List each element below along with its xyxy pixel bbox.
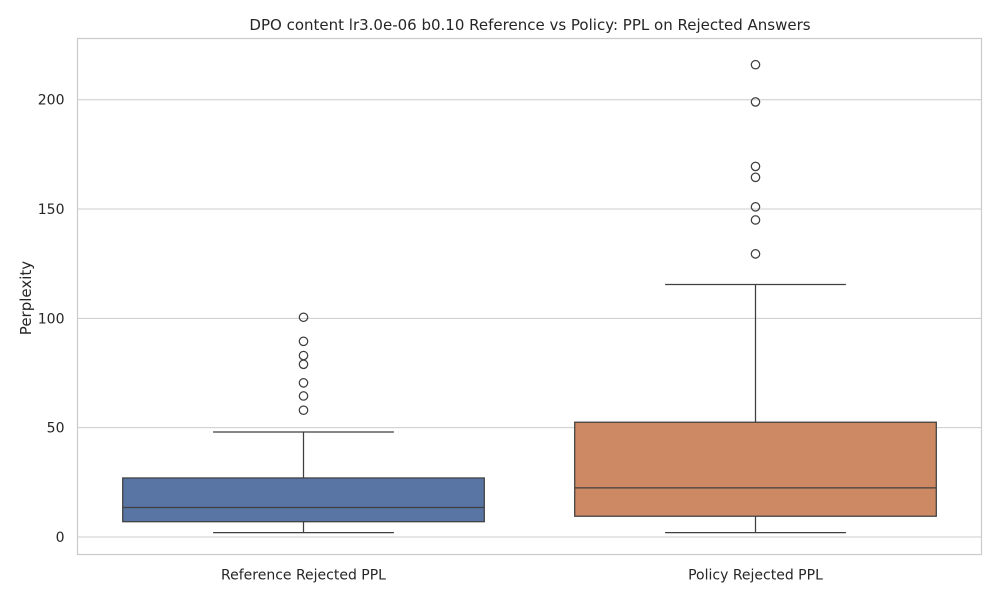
plot-frame bbox=[76, 37, 983, 556]
outlier-point bbox=[750, 97, 761, 107]
outlier-point bbox=[298, 378, 309, 388]
iqr-box bbox=[122, 477, 485, 523]
y-tick-label: 150 bbox=[38, 202, 65, 218]
box-group bbox=[574, 59, 937, 534]
outlier-point bbox=[750, 202, 761, 212]
x-tick-label: Policy Rejected PPL bbox=[688, 568, 823, 584]
boxes bbox=[122, 59, 937, 534]
outlier-point bbox=[298, 336, 309, 347]
y-tick-label: 50 bbox=[47, 421, 65, 437]
iqr-box bbox=[574, 421, 937, 517]
outlier-point bbox=[298, 405, 309, 416]
y-tick-label: 0 bbox=[56, 530, 65, 546]
y-axis-label: Perplexity bbox=[17, 261, 35, 335]
outlier-point bbox=[298, 359, 309, 370]
x-axis-ticks: Reference Rejected PPL Policy Rejected PP… bbox=[221, 568, 823, 584]
outlier-point bbox=[750, 59, 761, 70]
y-tick-label: 100 bbox=[38, 311, 65, 327]
outlier-point bbox=[298, 312, 309, 323]
y-axis-ticks: 0 50 100 150 200 bbox=[38, 93, 65, 546]
y-tick-label: 200 bbox=[38, 93, 65, 109]
outlier-point bbox=[750, 161, 761, 172]
outlier-point bbox=[298, 350, 309, 361]
outlier-point bbox=[750, 249, 761, 259]
outlier-point bbox=[750, 172, 761, 183]
outlier-point bbox=[750, 215, 761, 225]
box-group bbox=[122, 312, 485, 534]
chart-title: DPO content lr3.0e-06 b0.10 Reference vs… bbox=[249, 16, 810, 34]
x-tick-label: Reference Rejected PPL bbox=[221, 568, 386, 584]
outlier-point bbox=[298, 391, 309, 401]
